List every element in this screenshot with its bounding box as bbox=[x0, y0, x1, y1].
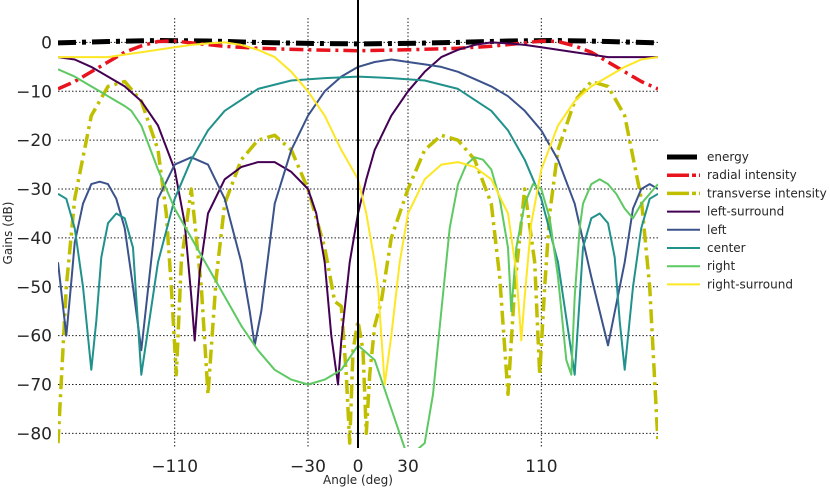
y-tick-label: −80 bbox=[16, 424, 52, 444]
x-tick-label: −110 bbox=[151, 457, 198, 477]
series-line-radial-intensity bbox=[58, 39, 658, 91]
series-line-right-surround bbox=[58, 41, 658, 386]
legend-item: left bbox=[667, 223, 727, 237]
x-tick-labels: −110 −30 0 30 110 bbox=[151, 457, 557, 477]
legend-item: center bbox=[667, 241, 746, 255]
legend-label: left bbox=[707, 223, 727, 237]
x-tick-label: 30 bbox=[397, 457, 419, 477]
legend-label: right bbox=[707, 259, 735, 273]
y-tick-label: −10 bbox=[16, 82, 52, 102]
y-tick-label: −30 bbox=[16, 180, 52, 200]
y-axis-label: Gains (dB) bbox=[1, 202, 15, 265]
legend-label: right-surround bbox=[707, 277, 793, 291]
series-layer bbox=[58, 0, 658, 448]
legend-item: energy bbox=[667, 150, 749, 164]
y-tick-labels: 0 −10 −20 −30 −40 −50 −60 −70 −80 bbox=[16, 33, 52, 444]
series-line-energy bbox=[58, 38, 658, 47]
legend-item: right bbox=[667, 259, 735, 273]
legend-item: transverse intensity bbox=[667, 186, 827, 200]
y-tick-label: −50 bbox=[16, 278, 52, 298]
x-tick-label: 110 bbox=[525, 457, 557, 477]
y-tick-label: 0 bbox=[41, 33, 52, 53]
series-line-left bbox=[58, 58, 658, 352]
legend-label: center bbox=[707, 241, 746, 255]
legend: energy radial intensity transverse intensi… bbox=[667, 150, 827, 291]
y-tick-label: −70 bbox=[16, 375, 52, 395]
x-axis-label: Angle (deg) bbox=[323, 473, 393, 487]
legend-label: energy bbox=[707, 150, 749, 164]
x-tick-label: 0 bbox=[353, 457, 364, 477]
legend-label: radial intensity bbox=[707, 168, 797, 182]
series-line-left-surround bbox=[58, 41, 658, 386]
x-tick-label: −30 bbox=[290, 457, 326, 477]
grid-lines bbox=[58, 18, 658, 448]
legend-item: left-surround bbox=[667, 205, 784, 219]
y-tick-label: −60 bbox=[16, 327, 52, 347]
y-tick-label: −40 bbox=[16, 229, 52, 249]
series-line-right bbox=[58, 68, 658, 448]
legend-label: left-surround bbox=[707, 205, 784, 219]
legend-label: transverse intensity bbox=[707, 186, 827, 200]
legend-item: right-surround bbox=[667, 277, 793, 291]
y-tick-label: −20 bbox=[16, 131, 52, 151]
series-line-transverse-intensity bbox=[58, 79, 658, 445]
legend-item: radial intensity bbox=[667, 168, 797, 182]
